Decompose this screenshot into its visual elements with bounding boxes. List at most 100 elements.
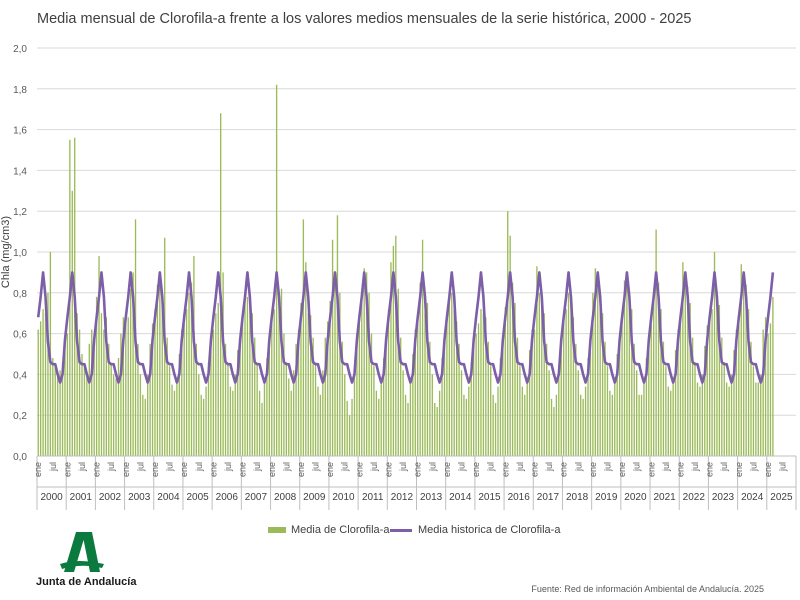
bar xyxy=(292,370,295,456)
bar xyxy=(363,268,365,456)
bar xyxy=(210,337,212,456)
bar xyxy=(91,329,93,456)
bar xyxy=(283,333,285,456)
bar xyxy=(185,309,188,456)
bar xyxy=(314,364,317,456)
bar xyxy=(237,349,239,456)
bar xyxy=(86,374,88,456)
bar xyxy=(592,292,594,456)
x-year-label: 2008 xyxy=(274,492,297,503)
bar xyxy=(344,374,346,456)
x-month-label: jul xyxy=(427,462,437,472)
bar xyxy=(217,303,219,456)
x-year-label: 2013 xyxy=(420,492,443,503)
x-month-label: jul xyxy=(778,462,788,472)
bar xyxy=(300,303,302,456)
bar xyxy=(740,264,742,456)
bar xyxy=(672,378,674,456)
bar xyxy=(733,349,735,456)
x-month-label: ene xyxy=(500,462,510,477)
x-month-label: jul xyxy=(632,462,642,472)
bar xyxy=(691,337,694,456)
bar xyxy=(409,382,412,456)
bar xyxy=(463,394,465,456)
bar xyxy=(531,329,533,456)
x-month-label: jul xyxy=(748,462,758,472)
bar xyxy=(57,374,59,456)
legend-label-line: Media historica de Clorofila-a xyxy=(418,524,561,536)
gridlines xyxy=(37,47,796,416)
legend-item-bars: Media de Clorofila-a xyxy=(268,524,389,536)
bar xyxy=(249,303,251,456)
bar xyxy=(71,190,73,457)
bar xyxy=(548,370,550,456)
bar xyxy=(594,268,596,456)
logo-mark-bar xyxy=(60,561,104,569)
bar xyxy=(147,374,149,456)
x-year-label: 2004 xyxy=(157,492,180,503)
bar xyxy=(545,343,548,456)
bar xyxy=(166,337,168,456)
bar xyxy=(560,337,562,456)
bar xyxy=(407,402,409,456)
bar xyxy=(232,390,234,456)
bar xyxy=(387,309,390,456)
bar xyxy=(485,317,487,456)
bar xyxy=(234,374,236,456)
bar xyxy=(139,374,142,456)
x-year-label: 2002 xyxy=(99,492,122,503)
bar xyxy=(606,366,609,456)
bar xyxy=(222,272,224,456)
bar xyxy=(465,398,468,456)
bar xyxy=(385,337,387,456)
bar xyxy=(633,343,635,456)
chart-title: Media mensual de Clorofila-a frente a lo… xyxy=(37,11,692,27)
bar xyxy=(492,394,494,456)
bar xyxy=(39,321,42,456)
bar xyxy=(356,333,358,456)
bar xyxy=(543,313,545,456)
bar xyxy=(631,309,633,456)
y-tick-label: 0,6 xyxy=(13,330,27,341)
bar xyxy=(380,382,382,456)
bar xyxy=(507,211,509,456)
bar xyxy=(626,272,628,456)
bar xyxy=(760,374,762,456)
bar xyxy=(317,386,319,456)
bar xyxy=(190,282,193,456)
bar xyxy=(653,292,655,456)
bar xyxy=(601,313,604,456)
bar xyxy=(455,321,458,456)
bar xyxy=(516,337,519,456)
bar xyxy=(173,390,176,456)
bar xyxy=(151,323,154,456)
x-month-label: jul xyxy=(719,462,729,472)
x-month-label: ene xyxy=(384,462,394,477)
x-year-label: 2023 xyxy=(712,492,735,503)
bar xyxy=(674,349,677,456)
bar xyxy=(618,333,621,456)
bar xyxy=(426,303,429,456)
y-tick-label: 1,4 xyxy=(13,166,27,177)
bar xyxy=(726,382,728,456)
bar xyxy=(402,370,404,456)
bar xyxy=(582,398,584,456)
x-month-label: ene xyxy=(92,462,102,477)
bar xyxy=(623,280,626,456)
y-tick-label: 1,0 xyxy=(13,248,27,259)
x-year-label: 2012 xyxy=(391,492,414,503)
legend-swatch-bars xyxy=(268,527,286,533)
x-year-label: 2022 xyxy=(683,492,706,503)
bar xyxy=(470,362,472,456)
x-month-label: jul xyxy=(515,462,525,472)
x-month-label: ene xyxy=(296,462,306,477)
x-month-label: jul xyxy=(223,462,233,472)
bar xyxy=(397,288,399,456)
x-month-label: ene xyxy=(208,462,218,477)
y-tick-label: 0,4 xyxy=(13,370,27,381)
bar xyxy=(453,309,455,456)
bar xyxy=(441,358,443,456)
y-axis-ticks: 0,0 0,2 0,4 0,6 0,8 1,0 1,2 1,4 1,6 1,8 2,0 xyxy=(13,44,27,463)
bar xyxy=(504,307,506,456)
